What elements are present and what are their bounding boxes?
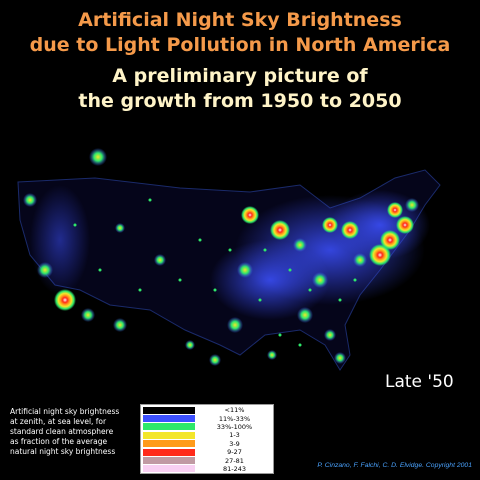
legend-description-line: Artificial night sky brightness xyxy=(10,407,120,416)
legend-item: 1-3 xyxy=(143,431,271,439)
legend-item: 3-9 xyxy=(143,440,271,448)
legend-swatch xyxy=(143,415,195,423)
legend-swatch xyxy=(143,465,195,473)
legend-description-line: natural night sky brightness xyxy=(10,447,116,456)
legend-description-line: at zenith, at sea level, for xyxy=(10,417,107,426)
legend-item: 81-243 xyxy=(143,465,271,473)
town-lights xyxy=(73,198,357,347)
legend-swatch xyxy=(143,448,195,456)
legend-label: <11% xyxy=(224,406,245,415)
subtitle-line-2: the growth from 1950 to 2050 xyxy=(78,90,402,112)
legend-swatch xyxy=(143,457,195,465)
legend-item: <11% xyxy=(143,406,271,414)
legend-swatch xyxy=(143,431,195,439)
title-line-1: Artificial Night Sky Brightness xyxy=(78,9,402,31)
legend-label: 1-3 xyxy=(229,431,240,440)
legend-label: 27-81 xyxy=(225,456,244,465)
legend: <11% 11%-33% 33%-100% 1-3 3-9 9-27 27-81 81-243 xyxy=(140,404,274,474)
legend-label: 81-243 xyxy=(222,464,247,473)
legend-swatch xyxy=(143,423,195,431)
credit-text: P. Cinzano, F. Falchi, C. D. Elvidge. Co… xyxy=(317,462,472,469)
legend-item: 9-27 xyxy=(143,448,271,456)
city-lights xyxy=(23,148,419,366)
light-pollution-map xyxy=(17,148,441,371)
era-label: Late '50 xyxy=(385,372,454,392)
legend-swatch xyxy=(143,440,195,448)
title-line-2: due to Light Pollution in North America xyxy=(29,34,451,56)
legend-label: 3-9 xyxy=(229,439,240,448)
legend-label: 9-27 xyxy=(227,448,242,457)
subtitle-line-1: A preliminary picture of xyxy=(112,65,368,87)
legend-description-line: standard clean atmosphere xyxy=(10,427,114,436)
legend-item: 33%-100% xyxy=(143,423,271,431)
legend-description: Artificial night sky brightness at zenit… xyxy=(10,407,140,457)
legend-label: 33%-100% xyxy=(216,422,253,431)
legend-label: 11%-33% xyxy=(218,414,251,423)
legend-item: 27-81 xyxy=(143,456,271,465)
legend-item: 11%-33% xyxy=(143,414,271,423)
legend-swatch xyxy=(143,406,195,414)
legend-description-line: as fraction of the average xyxy=(10,437,108,446)
